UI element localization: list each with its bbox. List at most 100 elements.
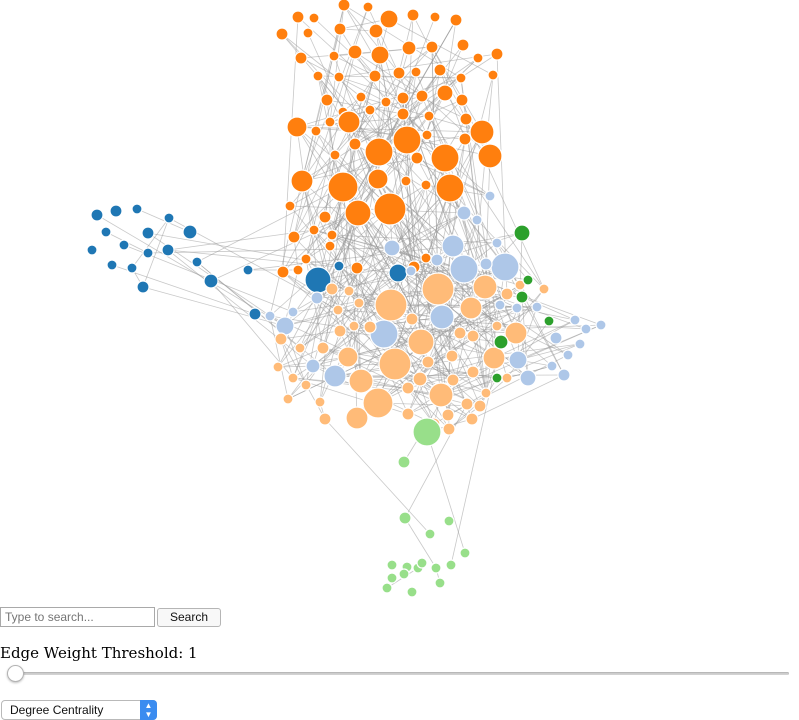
graph-node[interactable] bbox=[490, 47, 504, 61]
graph-node[interactable] bbox=[412, 417, 442, 447]
graph-node[interactable] bbox=[343, 285, 355, 297]
graph-node[interactable] bbox=[364, 104, 376, 116]
graph-node[interactable] bbox=[396, 107, 410, 121]
graph-node[interactable] bbox=[381, 582, 393, 594]
graph-node[interactable] bbox=[412, 371, 428, 387]
graph-node[interactable] bbox=[405, 312, 419, 326]
graph-node[interactable] bbox=[302, 27, 314, 39]
graph-node[interactable] bbox=[459, 112, 473, 126]
graph-node[interactable] bbox=[337, 346, 359, 368]
graph-node[interactable] bbox=[453, 326, 467, 340]
graph-node[interactable] bbox=[401, 407, 415, 421]
graph-node[interactable] bbox=[392, 66, 406, 80]
graph-node[interactable] bbox=[136, 280, 150, 294]
graph-node[interactable] bbox=[415, 89, 429, 103]
graph-node[interactable] bbox=[434, 577, 446, 589]
graph-node[interactable] bbox=[482, 346, 506, 370]
search-button[interactable]: Search bbox=[157, 607, 221, 627]
graph-node[interactable] bbox=[300, 253, 312, 265]
graph-node[interactable] bbox=[455, 93, 469, 107]
graph-node[interactable] bbox=[421, 129, 433, 141]
graph-node[interactable] bbox=[163, 212, 175, 224]
graph-node[interactable] bbox=[472, 274, 498, 300]
graph-node[interactable] bbox=[368, 23, 384, 39]
graph-node[interactable] bbox=[504, 321, 528, 345]
graph-node[interactable] bbox=[328, 50, 340, 62]
graph-node[interactable] bbox=[494, 299, 506, 311]
graph-node[interactable] bbox=[392, 125, 422, 155]
graph-node[interactable] bbox=[294, 342, 306, 354]
graph-node[interactable] bbox=[531, 301, 543, 313]
graph-node[interactable] bbox=[364, 137, 394, 167]
graph-node[interactable] bbox=[522, 274, 534, 286]
graph-node[interactable] bbox=[324, 116, 336, 128]
graph-node[interactable] bbox=[456, 38, 470, 52]
graph-node[interactable] bbox=[248, 307, 262, 321]
graph-node[interactable] bbox=[455, 72, 467, 84]
graph-node[interactable] bbox=[436, 84, 454, 102]
graph-node[interactable] bbox=[355, 91, 367, 103]
graph-node[interactable] bbox=[310, 125, 322, 137]
graph-node[interactable] bbox=[348, 320, 360, 332]
graph-node[interactable] bbox=[86, 244, 98, 256]
graph-node[interactable] bbox=[477, 143, 503, 169]
graph-node[interactable] bbox=[429, 11, 441, 23]
graph-node[interactable] bbox=[368, 69, 382, 83]
graph-node[interactable] bbox=[242, 264, 254, 276]
graph-node[interactable] bbox=[416, 557, 428, 569]
graph-node[interactable] bbox=[344, 199, 372, 227]
graph-node[interactable] bbox=[109, 204, 123, 218]
graph-node[interactable] bbox=[595, 319, 607, 331]
graph-node[interactable] bbox=[425, 40, 439, 54]
graph-node[interactable] bbox=[491, 237, 503, 249]
graph-node[interactable] bbox=[333, 22, 347, 36]
graph-node[interactable] bbox=[491, 320, 503, 332]
graph-node[interactable] bbox=[443, 515, 455, 527]
graph-node[interactable] bbox=[333, 71, 345, 83]
graph-node[interactable] bbox=[456, 205, 472, 221]
graph-node[interactable] bbox=[460, 397, 474, 411]
graph-node[interactable] bbox=[405, 265, 417, 277]
graph-node[interactable] bbox=[106, 259, 118, 271]
graph-node[interactable] bbox=[546, 360, 558, 372]
graph-node[interactable] bbox=[490, 252, 520, 282]
graph-node[interactable] bbox=[203, 273, 219, 289]
graph-node[interactable] bbox=[141, 226, 155, 240]
graph-node[interactable] bbox=[326, 229, 338, 241]
graph-node[interactable] bbox=[441, 234, 465, 258]
edge-weight-slider-thumb[interactable] bbox=[7, 665, 24, 682]
graph-node[interactable] bbox=[142, 247, 154, 259]
graph-node[interactable] bbox=[442, 422, 456, 436]
graph-node[interactable] bbox=[421, 355, 435, 369]
graph-node[interactable] bbox=[353, 297, 365, 309]
graph-node[interactable] bbox=[449, 13, 463, 27]
graph-node[interactable] bbox=[308, 224, 320, 236]
graph-node[interactable] bbox=[191, 256, 203, 268]
graph-node[interactable] bbox=[386, 559, 398, 571]
graph-node[interactable] bbox=[407, 328, 435, 356]
graph-node[interactable] bbox=[264, 310, 276, 322]
graph-node[interactable] bbox=[327, 171, 359, 203]
graph-node[interactable] bbox=[337, 110, 361, 134]
graph-node[interactable] bbox=[292, 264, 304, 276]
graph-node[interactable] bbox=[398, 568, 410, 580]
graph-node[interactable] bbox=[549, 331, 563, 345]
graph-node[interactable] bbox=[294, 51, 308, 65]
graph-node[interactable] bbox=[388, 263, 408, 283]
graph-node[interactable] bbox=[479, 257, 493, 271]
graph-node[interactable] bbox=[332, 304, 344, 316]
graph-node[interactable] bbox=[345, 406, 369, 430]
graph-node[interactable] bbox=[290, 169, 314, 193]
graph-node[interactable] bbox=[487, 69, 499, 81]
graph-node[interactable] bbox=[424, 528, 436, 540]
graph-node[interactable] bbox=[318, 210, 332, 224]
graph-node[interactable] bbox=[430, 253, 444, 267]
graph-node[interactable] bbox=[562, 349, 574, 361]
graph-node[interactable] bbox=[500, 287, 514, 301]
graph-node[interactable] bbox=[287, 230, 301, 244]
graph-node[interactable] bbox=[428, 382, 454, 408]
graph-node[interactable] bbox=[396, 91, 410, 105]
graph-node[interactable] bbox=[363, 320, 377, 334]
graph-node[interactable] bbox=[337, 0, 351, 12]
graph-node[interactable] bbox=[274, 332, 288, 346]
